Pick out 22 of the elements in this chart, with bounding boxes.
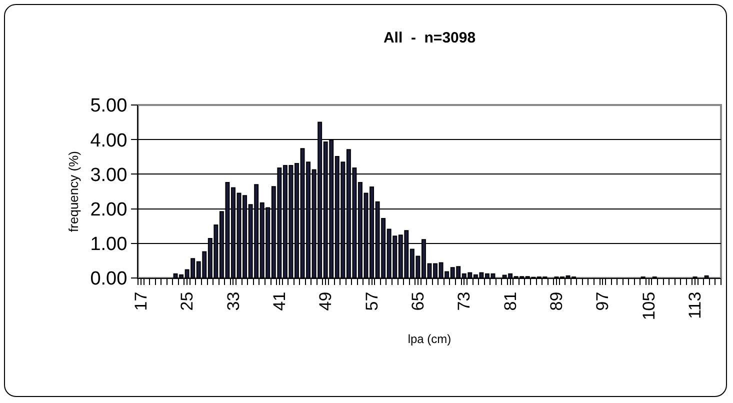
y-tick-label: 5.00 — [90, 96, 128, 117]
x-tick-label: 57 — [362, 292, 382, 311]
x-tick-label: 25 — [178, 292, 197, 311]
y-tick-label: 0.00 — [90, 268, 128, 290]
y-tick-label: 4.00 — [90, 130, 128, 152]
y-tick-label: 1.00 — [90, 234, 128, 256]
x-tick-label: 17 — [131, 292, 150, 311]
x-tick-label: 73 — [454, 292, 474, 311]
x-tick-label: 113 — [686, 292, 705, 319]
y-axis-title: frequency (%) — [66, 151, 82, 232]
x-tick-label: 41 — [270, 292, 289, 311]
y-tick-label: 2.00 — [90, 199, 128, 220]
chart-title: All - n=3098 — [383, 30, 476, 47]
x-tick-label: 49 — [316, 292, 336, 311]
y-tick-label: 3.00 — [90, 164, 128, 186]
x-tick-label: 33 — [224, 292, 243, 311]
x-tick-label: 97 — [593, 292, 612, 311]
x-tick-label: 81 — [500, 292, 520, 311]
x-tick-label: 65 — [408, 292, 428, 311]
x-tick-label: 105 — [639, 292, 658, 320]
x-axis-title: lpa (cm) — [408, 332, 452, 346]
x-tick-label: 89 — [547, 292, 566, 311]
